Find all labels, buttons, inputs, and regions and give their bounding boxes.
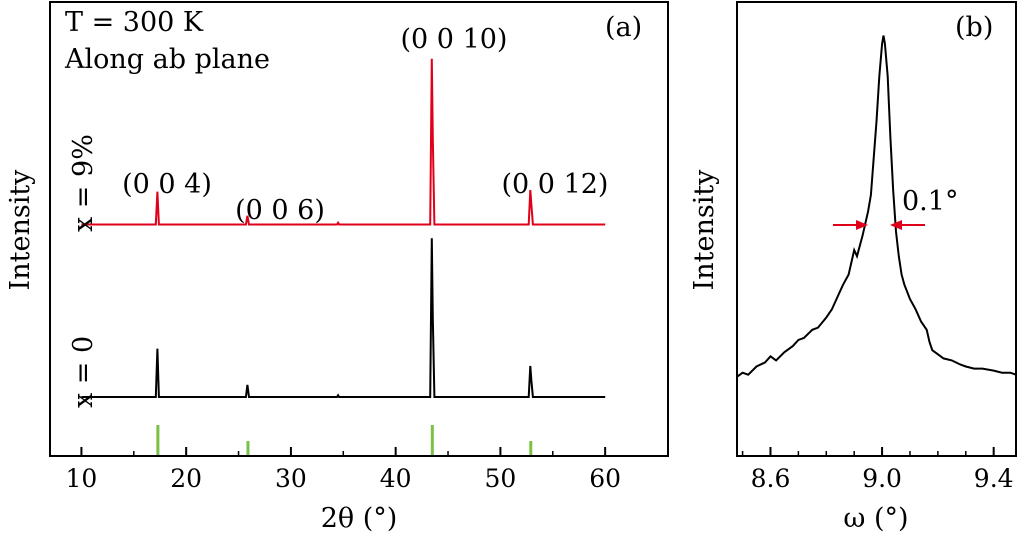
panel-a-peak-labels: (0 0 4) (0 0 6) (0 0 10) (0 0 12) bbox=[122, 24, 608, 226]
panel-b-series bbox=[736, 35, 1017, 378]
peak-label: (0 0 12) bbox=[502, 169, 609, 200]
temperature-annotation: T = 300 K bbox=[65, 7, 204, 38]
panel-a: 10 20 30 40 50 60 (0 0 4)(0 0 6)(0 0 10)(0 0 … bbox=[5, 1, 669, 534]
panel-b: 8.6 9.0 9.4 (b) 0.1° Intensity ω (°) bbox=[689, 1, 1017, 534]
panel-a-xtick-label: 60 bbox=[589, 464, 621, 493]
panel-a-xtick-label: 40 bbox=[380, 464, 412, 493]
fwhm-arrow-left-head bbox=[856, 220, 868, 230]
fwhm-label: 0.1° bbox=[902, 186, 958, 217]
series-label-x9: x = 9% bbox=[68, 134, 99, 232]
panel-a-xtick-label: 30 bbox=[275, 464, 307, 493]
series-line-x0 bbox=[81, 238, 606, 398]
peak-label: (0 0 6) bbox=[235, 195, 325, 226]
panel-b-frame bbox=[736, 1, 1017, 457]
panel-a-reference-lines bbox=[156, 425, 533, 455]
panel-a-xtick-label: 10 bbox=[66, 464, 98, 493]
panel-b-xtick-label: 8.6 bbox=[751, 464, 791, 493]
series-line-x9 bbox=[81, 58, 606, 226]
panel-a-xtick-label: 50 bbox=[485, 464, 517, 493]
fwhm-arrow-right-head bbox=[890, 220, 902, 230]
peak-label: (0 0 10) bbox=[401, 24, 508, 55]
panel-b-label: (b) bbox=[955, 12, 993, 43]
panel-a-series bbox=[81, 58, 606, 398]
series-label-x0: x = 0 bbox=[68, 336, 99, 408]
panel-b-xlabel: ω (°) bbox=[843, 503, 908, 534]
panel-a-xlabel: 2θ (°) bbox=[321, 503, 398, 534]
panel-b-xtick-label: 9.0 bbox=[862, 464, 902, 493]
panel-a-x-ticks: 10 20 30 40 50 60 bbox=[66, 447, 621, 493]
panel-b-x-ticks: 8.6 9.0 9.4 bbox=[741, 447, 1014, 493]
plane-annotation: Along ab plane bbox=[64, 44, 270, 75]
panel-a-frame bbox=[49, 1, 669, 457]
rocking-curve-line bbox=[736, 35, 1017, 378]
panel-a-label: (a) bbox=[605, 12, 642, 43]
panel-b-xtick-label: 9.4 bbox=[974, 464, 1014, 493]
fwhm-arrows bbox=[833, 220, 925, 230]
peak-label: (0 0 4) bbox=[122, 169, 212, 200]
panel-a-xtick-label: 20 bbox=[170, 464, 202, 493]
panel-b-ylabel: Intensity bbox=[689, 169, 720, 291]
panel-a-ylabel: Intensity bbox=[5, 169, 36, 291]
